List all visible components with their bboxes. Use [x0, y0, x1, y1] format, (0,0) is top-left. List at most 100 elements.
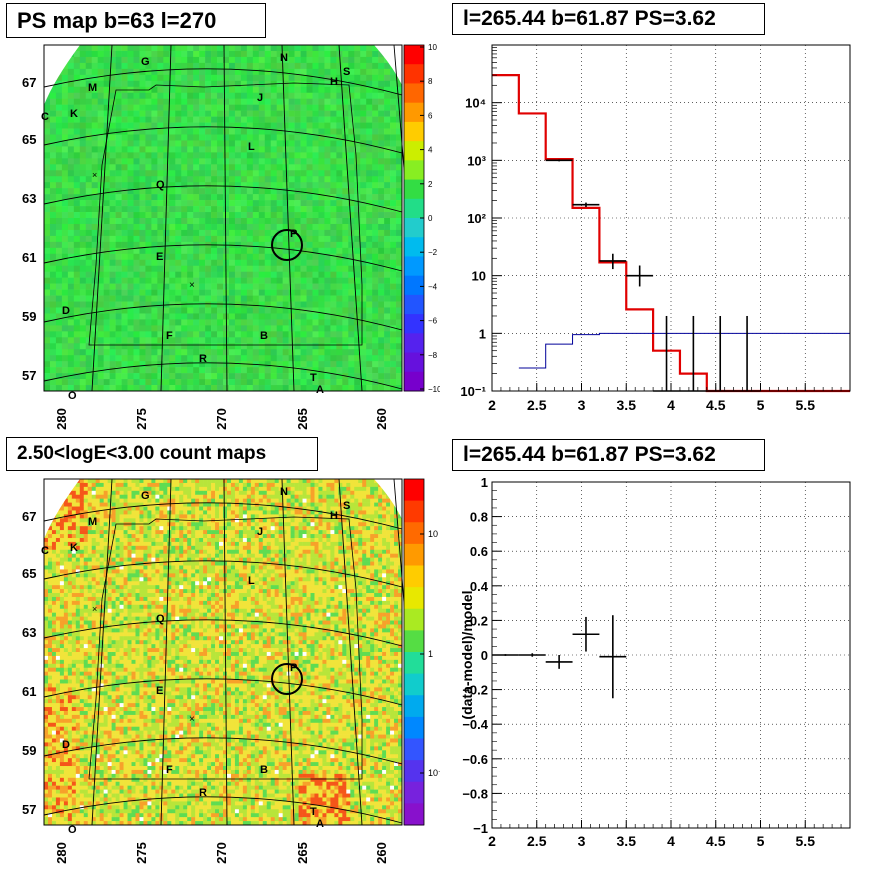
spectrum-title: l=265.44 b=61.87 PS=3.62 [452, 3, 765, 35]
count-map-pixels [44, 479, 403, 826]
source-label-q: Q [156, 179, 165, 191]
x-tick-label: 2.5 [527, 833, 547, 849]
y-tick-label: −0.8 [462, 786, 488, 801]
lat-tick-label: 61 [22, 684, 36, 699]
y-tick-label: 10² [467, 211, 486, 226]
latitude-line [43, 678, 403, 706]
ps-map-pixels [44, 45, 403, 392]
source-label-e: E [156, 685, 163, 697]
source-label-h: H [330, 510, 338, 522]
ps-colorbar-label: 6 [428, 111, 433, 120]
count-map-grid [43, 478, 423, 826]
residual-title: l=265.44 b=61.87 PS=3.62 [452, 439, 765, 471]
count-map-title: 2.50<logE<3.00 count maps [6, 437, 318, 471]
y-tick-label: −0.6 [462, 752, 488, 767]
x-tick-label: 5.5 [796, 397, 816, 413]
ps-colorbar-label: −4 [428, 282, 438, 291]
y-tick-label: −0.4 [462, 717, 488, 732]
x-tick-label: 3 [578, 833, 586, 849]
meridian-line [338, 44, 363, 392]
lon-tick-label: 265 [295, 408, 310, 430]
lon-tick-label: 275 [134, 842, 149, 864]
meridian-line [338, 478, 363, 826]
latitude-line [43, 185, 403, 213]
lat-tick-label: 59 [22, 743, 36, 758]
source-label-r: R [199, 787, 207, 799]
y-tick-label: 1 [479, 326, 486, 341]
source-label-m: M [88, 82, 97, 94]
meridian-line [91, 44, 113, 392]
y-tick-label: 0.4 [470, 579, 489, 594]
source-label-c: C [41, 111, 49, 123]
lat-tick-label: 57 [22, 368, 36, 383]
ps-map-title: PS map b=63 l=270 [6, 3, 266, 38]
y-tick-label: 10 [472, 269, 486, 284]
y-tick-label: 0.6 [470, 544, 488, 559]
x-tick-label: 4 [667, 833, 675, 849]
ps-colorbar-label: 4 [428, 146, 433, 155]
source-label-k: K [70, 108, 78, 120]
blue-model-line [518, 332, 850, 369]
count-colorbar-label: 10 [428, 529, 438, 539]
latitude-line [43, 362, 403, 390]
lon-tick-label: 265 [295, 842, 310, 864]
cross-marker: × [92, 170, 97, 180]
source-label-b: B [260, 330, 268, 342]
x-tick-label: 3 [578, 397, 586, 413]
source-label-r: R [199, 353, 207, 365]
latitude-line [43, 126, 403, 154]
spectrum-grid [492, 45, 850, 391]
x-tick-label: 2 [488, 397, 496, 413]
residual-chart: 2 2.5 3 3.5 4 4.5 5 5.5 −1 −0.8 −0.6 −0.4 −0.2 0 0.2 0.… [459, 475, 851, 849]
ps-colorbar-label: 8 [428, 77, 433, 86]
source-label-d: D [62, 305, 70, 317]
count-map-frame [43, 478, 403, 826]
lat-tick-label: 59 [22, 309, 36, 324]
source-label-c: C [41, 545, 49, 557]
source-label-d: D [62, 739, 70, 751]
meridian-line [91, 478, 113, 826]
count-map-panel: × × G N M HS C K J L Q P E D F B R TA O 67 65 63 61 59 57 280 275 2… [22, 478, 440, 864]
ps-map-grid [43, 44, 423, 392]
cross-marker: × [189, 714, 195, 725]
lon-tick-label: 260 [374, 408, 389, 430]
lat-tick-label: 65 [22, 566, 36, 581]
meridian-line [160, 44, 172, 392]
y-tick-label: 0.8 [470, 510, 488, 525]
count-colorbar-label: 1 [428, 649, 433, 659]
y-tick-label: −1 [473, 821, 488, 836]
projection-mask-left [44, 479, 80, 539]
source-label-p: P [290, 662, 297, 674]
source-label-f: F [166, 330, 173, 342]
x-tick-label: 4.5 [706, 833, 726, 849]
meridian-line [281, 478, 295, 826]
target-circle [271, 229, 303, 261]
lon-tick-label: 280 [54, 842, 69, 864]
lon-tick-label: 270 [214, 842, 229, 864]
lat-tick-label: 63 [22, 191, 36, 206]
lon-tick-label: 270 [214, 408, 229, 430]
source-label-j: J [257, 92, 263, 104]
count-colorbar [403, 478, 425, 826]
source-label-h: H [330, 76, 338, 88]
source-label-g: G [141, 56, 150, 68]
source-label-t: T [310, 806, 317, 818]
survey-outline [88, 516, 363, 780]
lon-tick-label: 280 [54, 408, 69, 430]
source-label-s: S [343, 66, 350, 78]
y-tick-label: −0.2 [462, 683, 488, 698]
lon-tick-label: 275 [134, 408, 149, 430]
ps-colorbar-label: −2 [428, 248, 438, 257]
ps-colorbar-label: −10 [428, 385, 440, 394]
lat-tick-label: 67 [22, 509, 36, 524]
source-label-a: A [316, 384, 324, 396]
lat-tick-label: 61 [22, 250, 36, 265]
x-tick-label: 5 [757, 833, 765, 849]
spectrum-chart: 2 2.5 3 3.5 4 4.5 5 5.5 10⁻¹ 1 10 10² 10³ 10⁴ [460, 44, 851, 413]
lat-tick-label: 65 [22, 132, 36, 147]
ps-colorbar-label: −8 [428, 351, 438, 360]
x-tick-label: 5.5 [796, 833, 816, 849]
y-tick-label: 10⁻¹ [460, 384, 486, 399]
x-tick-label: 2 [488, 833, 496, 849]
